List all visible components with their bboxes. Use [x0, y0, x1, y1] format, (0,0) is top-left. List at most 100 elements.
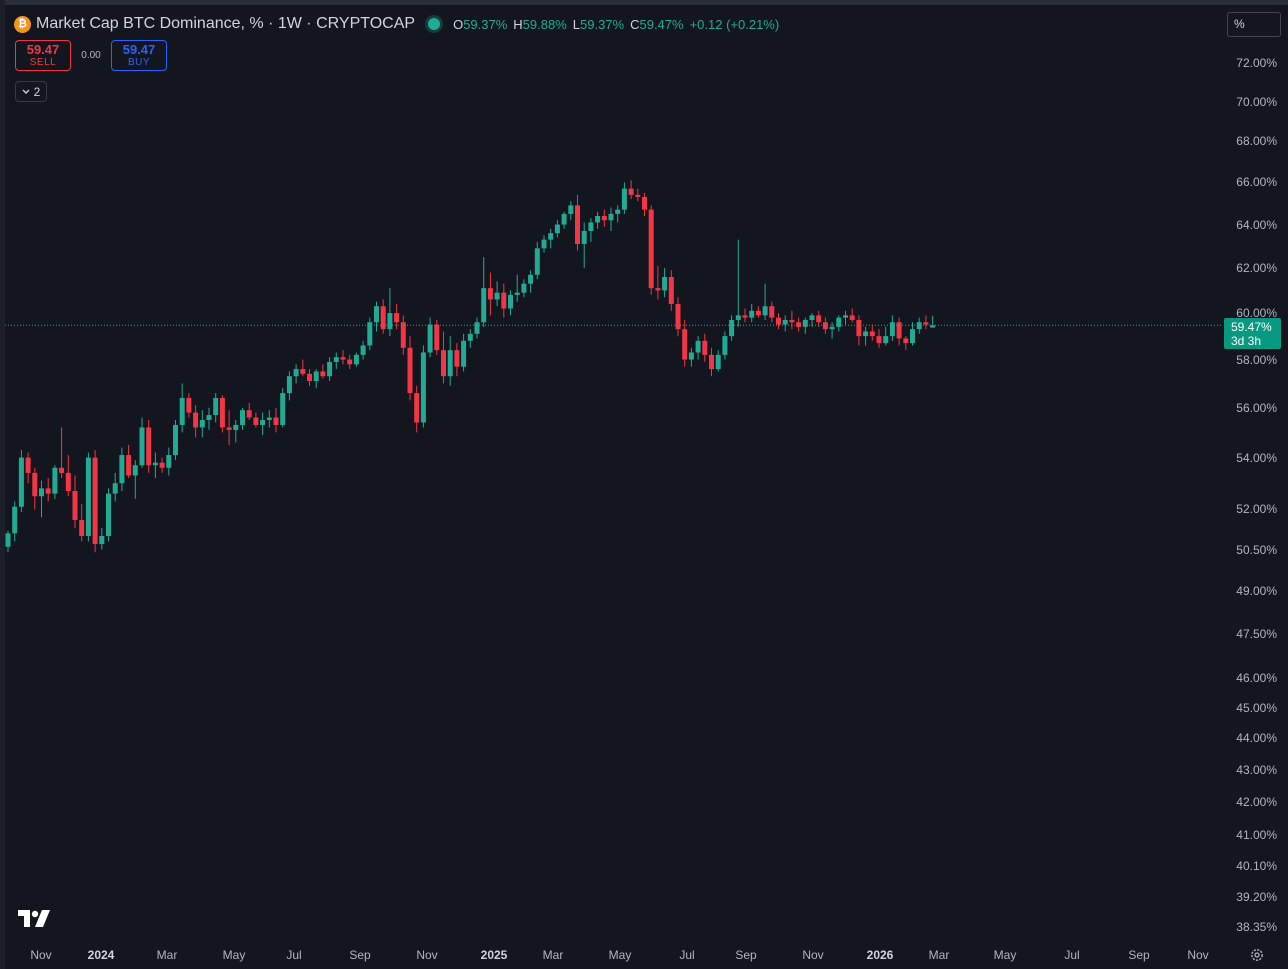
candle[interactable] — [454, 343, 460, 377]
candle[interactable] — [863, 326, 869, 346]
candle[interactable] — [441, 331, 446, 384]
candle[interactable] — [340, 350, 346, 365]
candle[interactable] — [226, 410, 232, 445]
candle[interactable] — [132, 460, 138, 499]
candle[interactable] — [447, 336, 453, 386]
settings-gear-icon[interactable] — [1250, 948, 1264, 962]
candle[interactable] — [380, 299, 386, 334]
candle[interactable] — [273, 407, 279, 433]
candle[interactable] — [548, 228, 554, 249]
candle[interactable] — [487, 272, 493, 316]
candle[interactable] — [528, 270, 534, 293]
candle[interactable] — [561, 211, 567, 229]
candle[interactable] — [427, 317, 433, 358]
candle[interactable] — [394, 303, 400, 330]
candle[interactable] — [621, 182, 627, 214]
candle[interactable] — [119, 447, 125, 492]
candle[interactable] — [802, 317, 808, 334]
candle[interactable] — [755, 306, 761, 318]
candle[interactable] — [293, 364, 299, 384]
candle[interactable] — [72, 475, 78, 528]
candle[interactable] — [286, 371, 292, 401]
candle[interactable] — [434, 319, 440, 355]
candle[interactable] — [769, 301, 775, 323]
candle[interactable] — [173, 420, 178, 461]
candle[interactable] — [474, 317, 480, 339]
candle[interactable] — [45, 478, 51, 502]
candle[interactable] — [179, 383, 185, 433]
candle[interactable] — [896, 317, 902, 346]
candle[interactable] — [320, 364, 326, 379]
candle[interactable] — [889, 315, 895, 341]
candle[interactable] — [461, 333, 467, 372]
candle[interactable] — [139, 417, 145, 468]
candle[interactable] — [595, 211, 601, 229]
candle[interactable] — [65, 455, 71, 497]
candle[interactable] — [233, 420, 239, 443]
symbol-title[interactable]: Market Cap BTC Dominance, % · 1W · CRYPT… — [36, 15, 416, 32]
candle[interactable] — [675, 297, 681, 337]
candle[interactable] — [856, 315, 862, 346]
candle[interactable] — [112, 472, 118, 502]
market-status-icon[interactable] — [428, 18, 441, 30]
candle[interactable] — [668, 270, 674, 311]
candle[interactable] — [12, 501, 18, 542]
candle[interactable] — [353, 352, 359, 367]
candle[interactable] — [601, 209, 607, 227]
candle[interactable] — [796, 317, 802, 332]
candle[interactable] — [280, 388, 286, 428]
candle[interactable] — [85, 452, 91, 542]
candle[interactable] — [534, 241, 540, 280]
candle[interactable] — [25, 452, 31, 484]
candle[interactable] — [59, 427, 65, 479]
candle[interactable] — [146, 420, 152, 473]
candle[interactable] — [869, 324, 875, 341]
candle[interactable] — [910, 322, 915, 346]
candle[interactable] — [260, 412, 266, 435]
candle[interactable] — [554, 220, 560, 238]
candle[interactable] — [193, 405, 199, 438]
candle[interactable] — [662, 268, 668, 298]
candle[interactable] — [776, 313, 781, 330]
candle[interactable] — [327, 357, 333, 382]
candle[interactable] — [782, 315, 788, 332]
candle[interactable] — [575, 194, 580, 251]
candle[interactable] — [722, 331, 728, 360]
candle[interactable] — [822, 317, 828, 334]
candle[interactable] — [903, 336, 909, 351]
candle[interactable] — [916, 317, 922, 334]
candle[interactable] — [521, 279, 527, 298]
candle[interactable] — [481, 257, 487, 327]
candle[interactable] — [655, 265, 661, 300]
candle[interactable] — [159, 457, 165, 473]
candle[interactable] — [809, 313, 815, 327]
candle[interactable] — [333, 352, 339, 370]
candle[interactable] — [166, 447, 172, 476]
candle[interactable] — [106, 488, 111, 542]
candle[interactable] — [608, 207, 614, 231]
candle[interactable] — [695, 336, 701, 360]
candle[interactable] — [126, 444, 132, 479]
candle[interactable] — [715, 350, 721, 372]
candle[interactable] — [702, 333, 708, 362]
buy-button[interactable]: 59.47 BUY — [111, 40, 167, 71]
candle[interactable] — [240, 407, 245, 430]
candle[interactable] — [709, 347, 714, 377]
indicators-toggle-button[interactable]: 2 — [15, 81, 47, 102]
candle[interactable] — [829, 322, 835, 339]
candle[interactable] — [923, 315, 929, 330]
candle[interactable] — [648, 205, 654, 295]
candle[interactable] — [762, 283, 768, 320]
candle[interactable] — [307, 369, 312, 386]
candle[interactable] — [789, 310, 795, 330]
candle[interactable] — [246, 402, 252, 421]
candle[interactable] — [514, 274, 520, 302]
candle[interactable] — [836, 315, 842, 332]
candle[interactable] — [219, 395, 225, 433]
candle[interactable] — [420, 345, 426, 428]
candle[interactable] — [642, 192, 647, 217]
candle[interactable] — [568, 201, 574, 221]
candle[interactable] — [494, 281, 500, 307]
candle[interactable] — [347, 354, 353, 370]
